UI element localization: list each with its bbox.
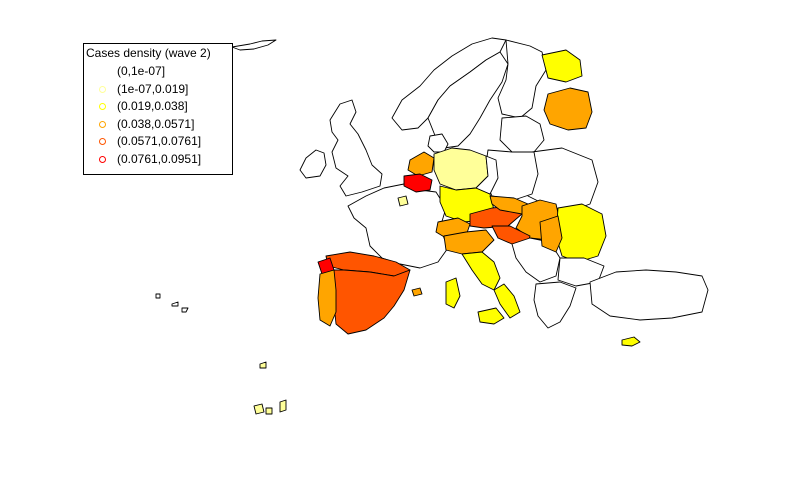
region-italy-north bbox=[443, 229, 495, 255]
legend-swatch bbox=[99, 138, 106, 146]
legend-label: (1e-07,0.019] bbox=[117, 81, 189, 96]
region-balearics bbox=[411, 287, 423, 297]
legend-title: Cases density (wave 2) bbox=[86, 46, 211, 60]
legend-label: (0.038,0.0571] bbox=[117, 116, 195, 131]
legend-label: (0.0761,0.0951] bbox=[117, 152, 202, 166]
legend-item: (1e-07,0.019] bbox=[84, 82, 232, 99]
legend-swatch bbox=[99, 103, 106, 111]
legend-swatch bbox=[99, 156, 106, 163]
region-netherlands bbox=[407, 151, 435, 177]
region-germany-east bbox=[475, 155, 499, 195]
region-great-britain bbox=[329, 99, 383, 197]
region-spain bbox=[329, 269, 411, 335]
region-canary-islands bbox=[253, 361, 287, 415]
region-finland bbox=[497, 39, 547, 119]
region-italy-south bbox=[493, 283, 521, 319]
region-ireland bbox=[299, 149, 327, 179]
legend-item: (0.0571,0.0761] bbox=[84, 134, 232, 151]
region-belgium bbox=[403, 173, 433, 193]
region-sicily bbox=[477, 307, 505, 325]
region-iceland bbox=[231, 39, 277, 51]
region-greece bbox=[533, 281, 577, 329]
legend-swatch bbox=[99, 120, 106, 128]
region-sardinia bbox=[445, 277, 461, 309]
legend-label: (0.0571,0.0761] bbox=[117, 134, 202, 149]
region-luxembourg bbox=[397, 195, 409, 207]
region-sweden bbox=[427, 51, 509, 149]
legend-item: (0,1e-07] bbox=[84, 64, 232, 81]
legend-item: (0.038,0.0571] bbox=[84, 117, 232, 134]
region-turkey bbox=[589, 269, 709, 321]
region-italy-centre bbox=[461, 251, 501, 291]
region-baltics bbox=[499, 115, 545, 153]
legend: Cases density (wave 2) (0,1e-07] (1e-07,0… bbox=[83, 43, 233, 175]
legend-swatch bbox=[99, 85, 106, 93]
legend-swatch bbox=[99, 68, 106, 75]
legend-label: (0.019,0.038] bbox=[117, 99, 188, 114]
legend-label: (0,1e-07] bbox=[117, 64, 166, 78]
legend-item: (0.0761,0.0951] bbox=[84, 152, 232, 169]
region-azores bbox=[155, 293, 189, 313]
legend-item: (0.019,0.038] bbox=[84, 99, 232, 116]
region-cyprus bbox=[621, 336, 641, 347]
region-portugal bbox=[317, 269, 337, 327]
region-finland-south bbox=[543, 87, 593, 131]
region-finland-north bbox=[541, 49, 583, 83]
region-romania-west bbox=[539, 215, 563, 253]
region-romania bbox=[555, 203, 607, 263]
